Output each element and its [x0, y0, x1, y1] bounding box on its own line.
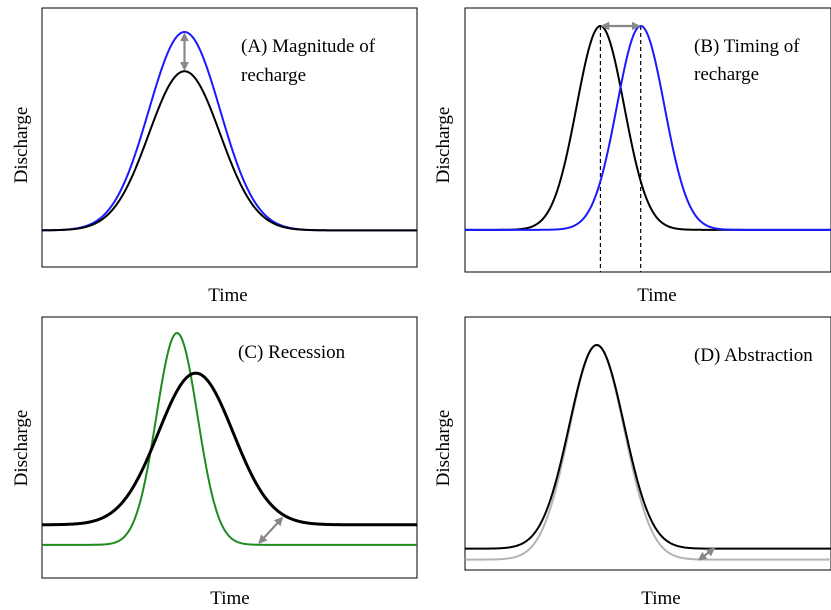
series-line-d-2 [465, 343, 831, 550]
xlabel-c: Time [210, 588, 249, 609]
ylabel-a: Discharge [11, 107, 32, 184]
series-line-c-2 [41, 371, 417, 527]
series-line-c-1 [42, 331, 417, 546]
plot-frame-b [464, 7, 831, 273]
plot-frame-a [41, 7, 418, 268]
annotation-a-line2: recharge [241, 65, 306, 86]
double-arrow-c-1 [258, 516, 284, 544]
annotation-d: (D) Abstraction [694, 345, 813, 366]
ylabel-c: Discharge [11, 410, 32, 487]
plot-frame-d [464, 316, 831, 571]
double-arrow-d-1 [697, 547, 716, 561]
xlabel-a: Time [208, 285, 247, 306]
annotation-b-line2: recharge [694, 64, 759, 85]
panel-b: Discharge Time (B) Timing of recharge [433, 7, 831, 306]
xlabel-b: Time [637, 285, 676, 306]
panel-a: Discharge Time (A) Magnitude of recharge [11, 7, 418, 306]
annotation-a-line1: (A) Magnitude of [241, 36, 376, 57]
plot-frame-c [41, 316, 418, 579]
xlabel-d: Time [641, 588, 680, 609]
annotation-b-line1: (B) Timing of [694, 36, 800, 57]
series-line-a-1 [42, 30, 417, 232]
series-line-b-2 [465, 24, 831, 231]
panel-d: Discharge Time (D) Abstraction [433, 316, 831, 609]
ylabel-d: Discharge [433, 410, 454, 487]
annotation-c: (C) Recession [238, 342, 346, 363]
ylabel-b: Discharge [433, 107, 454, 184]
series-line-d-1 [465, 343, 831, 561]
series-line-a-2 [41, 70, 417, 232]
panel-c: Discharge Time (C) Recession [11, 316, 418, 609]
